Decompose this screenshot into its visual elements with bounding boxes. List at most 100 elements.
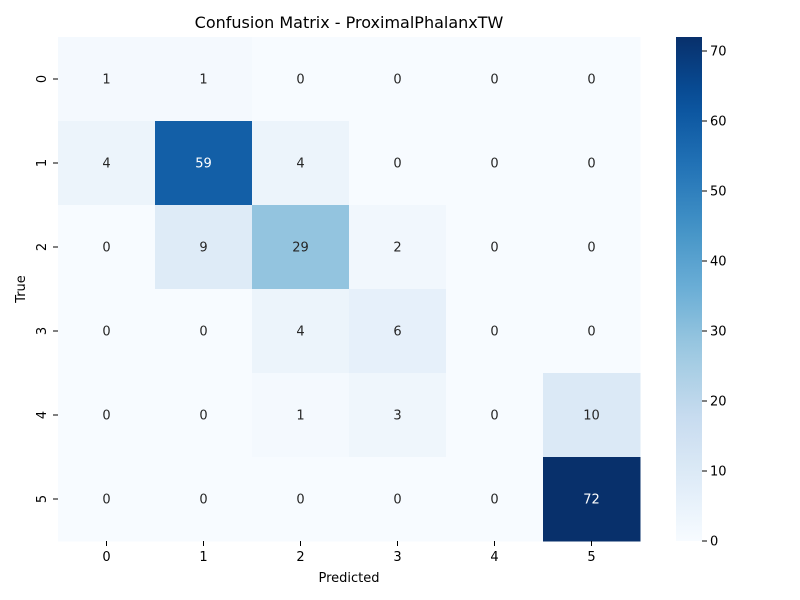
heatmap-cell-4-2 (252, 373, 350, 458)
heatmap-cell-5-3 (349, 457, 447, 542)
heatmap-cell-0-3 (349, 37, 447, 122)
cell-value-5-2: 0 (296, 493, 304, 508)
y-tick-label-4: 4 (35, 411, 50, 419)
cell-value-1-3: 0 (393, 157, 401, 172)
heatmap-cell-3-5 (543, 289, 641, 374)
cell-value-3-5: 0 (587, 325, 595, 340)
heatmap-cell-1-1 (155, 121, 253, 206)
cell-value-4-0: 0 (102, 409, 110, 424)
heatmap-cells (58, 37, 641, 542)
heatmap-cell-2-0 (58, 205, 156, 290)
heatmap-cell-0-2 (252, 37, 350, 122)
heatmap-cell-4-5 (543, 373, 641, 458)
cell-value-2-4: 0 (490, 241, 498, 256)
cell-value-2-1: 9 (199, 241, 207, 256)
heatmap-cell-4-0 (58, 373, 156, 458)
heatmap-cell-5-2 (252, 457, 350, 542)
colorbar-tick-label-5: 50 (710, 185, 727, 200)
cell-value-0-3: 0 (393, 73, 401, 88)
cell-value-4-1: 0 (199, 409, 207, 424)
chart-title: Confusion Matrix - ProximalPhalanxTW (195, 13, 504, 32)
heatmap-cell-4-1 (155, 373, 253, 458)
y-axis: 0 1 2 3 4 5 (35, 75, 58, 503)
heatmap-cell-5-4 (446, 457, 544, 542)
heatmap-cell-2-4 (446, 205, 544, 290)
heatmap-cell-5-5 (543, 457, 641, 542)
heatmap-cell-2-2 (252, 205, 350, 290)
x-tick-label-5: 5 (587, 550, 595, 565)
cell-value-0-0: 1 (102, 73, 110, 88)
cell-value-4-3: 3 (393, 409, 401, 424)
y-tick-label-5: 5 (35, 495, 50, 503)
cell-value-5-5: 72 (583, 493, 600, 508)
heatmap-cell-0-5 (543, 37, 641, 122)
x-tick-label-3: 3 (393, 550, 401, 565)
cell-value-1-2: 4 (296, 157, 304, 172)
cell-value-0-4: 0 (490, 73, 498, 88)
cell-value-5-4: 0 (490, 493, 498, 508)
cell-value-0-2: 0 (296, 73, 304, 88)
y-tick-label-3: 3 (35, 327, 50, 335)
colorbar-ticks: 0 10 20 30 40 50 60 70 (702, 45, 727, 550)
heatmap-cell-3-4 (446, 289, 544, 374)
cell-value-0-5: 0 (587, 73, 595, 88)
cell-value-2-5: 0 (587, 241, 595, 256)
cell-value-1-4: 0 (490, 157, 498, 172)
colorbar-tick-label-2: 20 (710, 395, 727, 410)
x-tick-label-4: 4 (490, 550, 498, 565)
cell-value-1-1: 59 (195, 157, 212, 172)
cell-value-1-5: 0 (587, 157, 595, 172)
cell-value-3-4: 0 (490, 325, 498, 340)
x-tick-label-0: 0 (102, 550, 110, 565)
y-tick-label-0: 0 (35, 75, 50, 83)
colorbar-tick-label-3: 30 (710, 325, 727, 340)
heatmap-cell-3-1 (155, 289, 253, 374)
colorbar-tick-label-6: 60 (710, 115, 727, 130)
colorbar-tick-label-4: 40 (710, 255, 727, 270)
heatmap-cell-1-2 (252, 121, 350, 206)
heatmap-cell-2-1 (155, 205, 253, 290)
y-axis-label: True (14, 275, 29, 304)
heatmap-cell-2-3 (349, 205, 447, 290)
cell-value-2-0: 0 (102, 241, 110, 256)
heatmap-cell-3-2 (252, 289, 350, 374)
heatmap-cell-0-1 (155, 37, 253, 122)
cell-value-5-1: 0 (199, 493, 207, 508)
cell-value-3-2: 4 (296, 325, 304, 340)
heatmap-cell-4-3 (349, 373, 447, 458)
heatmap-cell-2-5 (543, 205, 641, 290)
cell-value-4-2: 1 (296, 409, 304, 424)
cell-value-5-0: 0 (102, 493, 110, 508)
x-tick-label-1: 1 (199, 550, 207, 565)
cell-value-2-2: 29 (292, 241, 309, 256)
cell-value-3-1: 0 (199, 325, 207, 340)
x-axis: 0 1 2 3 4 5 (102, 541, 596, 565)
heatmap-cell-5-1 (155, 457, 253, 542)
cell-annotations: 1 1 0 0 0 04 59 4 0 0 00 9 29 2 0 00 0 4 6 0 00 0 1 3 0 100 0 0 0 0 72 (102, 73, 599, 508)
cell-value-3-0: 0 (102, 325, 110, 340)
heatmap-cell-0-0 (58, 37, 156, 122)
heatmap-cell-1-0 (58, 121, 156, 206)
heatmap-cell-4-4 (446, 373, 544, 458)
cell-value-4-4: 0 (490, 409, 498, 424)
cell-value-2-3: 2 (393, 241, 401, 256)
colorbar-tick-label-0: 0 (710, 535, 718, 550)
y-tick-label-2: 2 (35, 243, 50, 251)
x-tick-label-2: 2 (296, 550, 304, 565)
heatmap-cell-3-0 (58, 289, 156, 374)
cell-value-3-3: 6 (393, 325, 401, 340)
heatmap-cell-1-5 (543, 121, 641, 206)
colorbar-tick-label-7: 70 (710, 45, 727, 60)
cell-value-1-0: 4 (102, 157, 110, 172)
cell-value-4-5: 10 (583, 409, 600, 424)
heatmap-cell-1-3 (349, 121, 447, 206)
heatmap-cell-1-4 (446, 121, 544, 206)
x-axis-label: Predicted (318, 571, 379, 586)
colorbar (676, 37, 702, 541)
y-tick-label-1: 1 (35, 159, 50, 167)
cell-value-5-3: 0 (393, 493, 401, 508)
heatmap-cell-5-0 (58, 457, 156, 542)
colorbar-tick-label-1: 10 (710, 465, 727, 480)
heatmap-cell-0-4 (446, 37, 544, 122)
